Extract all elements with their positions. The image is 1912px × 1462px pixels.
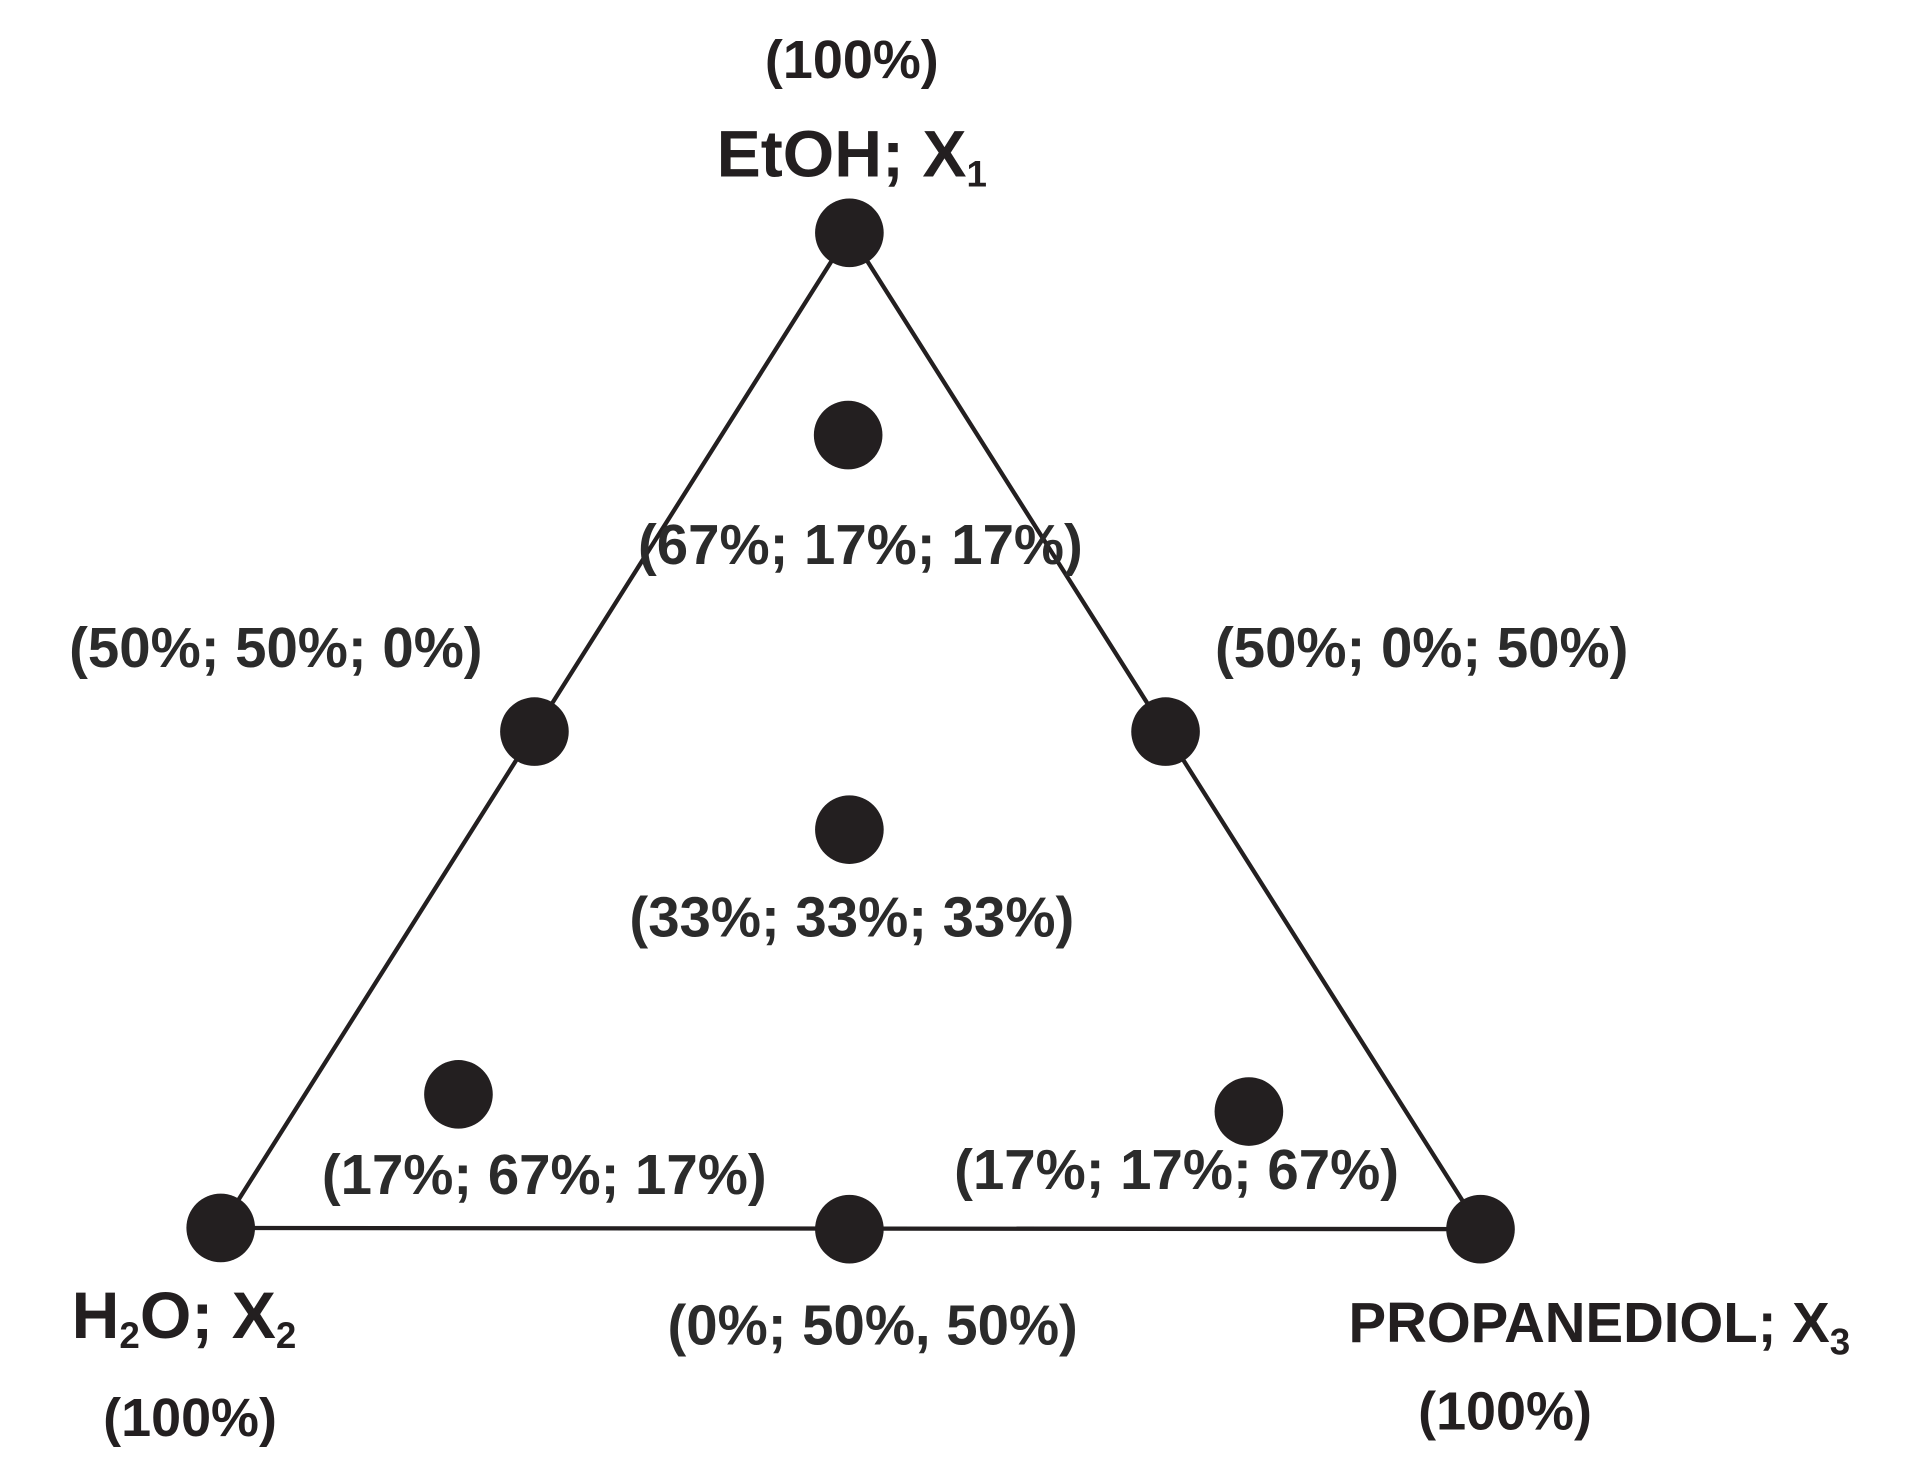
design-point xyxy=(815,795,884,864)
design-point xyxy=(1214,1077,1284,1146)
label-text: O; X xyxy=(140,1280,276,1354)
design-point xyxy=(1131,697,1200,766)
vertex-label: H2O; X2 xyxy=(72,1280,297,1356)
vertex-percent: (100%) xyxy=(765,30,939,90)
triangle xyxy=(216,228,1485,1232)
point-label: (67%; 17%; 17%) xyxy=(638,513,1083,576)
vertex-percent: (100%) xyxy=(1418,1382,1592,1442)
label-subscript: 1 xyxy=(967,153,987,194)
design-point xyxy=(813,400,883,470)
vertex-point xyxy=(815,198,884,268)
point-label: (17%; 67%; 17%) xyxy=(322,1143,767,1206)
label-subscript: 2 xyxy=(119,1315,139,1356)
label-subscript: 2 xyxy=(276,1315,296,1356)
label-subscript: 3 xyxy=(1830,1321,1850,1362)
design-point xyxy=(500,697,569,766)
label-text: H xyxy=(72,1280,120,1354)
vertex-point xyxy=(186,1193,256,1263)
vertex-percent: (100%) xyxy=(103,1388,277,1448)
point-label: (0%; 50%, 50%) xyxy=(667,1294,1077,1357)
design-point xyxy=(815,1194,884,1264)
label-text: PROPANEDIOL; X xyxy=(1349,1291,1831,1354)
vertex-label: EtOH; X1 xyxy=(717,118,987,194)
label-text: EtOH; X xyxy=(717,118,967,192)
vertex-point xyxy=(1446,1194,1515,1264)
design-point xyxy=(424,1060,493,1129)
vertex-label: PROPANEDIOL; X3 xyxy=(1349,1291,1851,1362)
point-label: (17%; 17%; 67%) xyxy=(954,1138,1399,1201)
point-label: (50%; 0%; 50%) xyxy=(1215,616,1628,679)
point-label: (50%; 50%; 0%) xyxy=(69,616,482,679)
point-label: (33%; 33%; 33%) xyxy=(629,885,1074,948)
